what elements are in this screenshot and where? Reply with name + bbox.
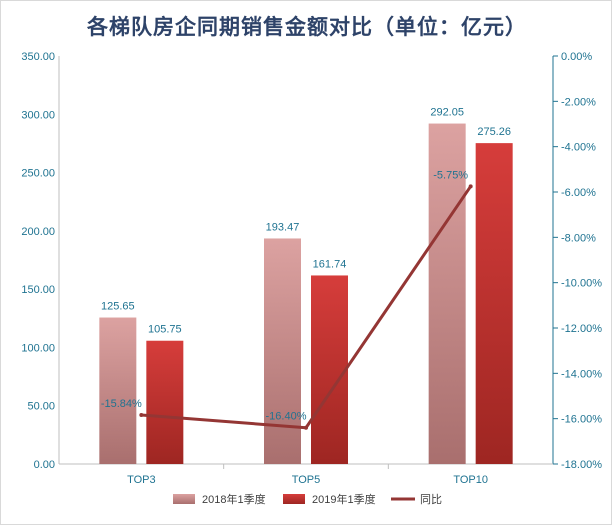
chart-title: 各梯队房企同期销售金额对比（单位：亿元） [87,14,527,39]
legend-label: 2018年1季度 [202,492,266,506]
y-left-tick-label: 200.00 [21,226,55,238]
legend-swatch [173,494,195,504]
yoy-data-label: -5.75% [433,169,468,181]
bar-data-label: 275.26 [477,126,511,138]
y-right-tick-label: -2.00% [561,96,596,108]
bar-2019-TOP10 [475,143,513,464]
x-tick-label: TOP3 [127,474,156,486]
bar-2019-TOP5 [311,275,348,464]
x-tick-label: TOP5 [292,474,321,486]
yoy-point [304,425,308,430]
y-right-tick-label: 0.00% [561,51,592,63]
legend-swatch [283,494,305,504]
y-left-tick-label: 50.00 [27,401,55,413]
bar-2019-TOP3 [146,340,184,464]
legend-label: 同比 [420,493,442,506]
y-right-tick-label: -6.00% [561,187,596,199]
y-left-tick-label: 350.00 [21,51,55,63]
y-right-tick-label: -18.00% [561,459,602,471]
legend-label: 2019年1季度 [312,492,376,506]
bar-2018-TOP5 [264,238,301,464]
y-right-tick-label: -8.00% [561,232,596,244]
y-right-tick-label: -16.00% [561,414,602,426]
y-left-tick-label: 300.00 [21,109,55,121]
yoy-data-label: -16.40% [266,411,307,423]
y-right-tick-label: -4.00% [561,142,596,154]
yoy-line [141,185,472,430]
bar-data-label: 193.47 [266,221,300,233]
y-left-tick-label: 150.00 [21,284,55,296]
bar-data-label: 125.65 [101,301,135,313]
y-left-tick-label: 0.00 [34,459,55,471]
y-left-tick-label: 250.00 [21,168,55,180]
bar-2018-TOP10 [428,123,466,464]
y-left-tick-label: 100.00 [21,342,55,354]
x-tick-label: TOP10 [453,474,488,486]
bar-data-label: 292.05 [430,107,464,119]
y-right-tick-label: -12.00% [561,323,602,335]
bar-data-label: 161.74 [313,258,347,270]
yoy-point [139,413,144,418]
yoy-data-label: -15.84% [101,398,142,410]
y-right-tick-label: -10.00% [561,278,602,290]
bar-data-label: 105.75 [148,324,182,336]
bar-2018-TOP3 [99,317,137,464]
y-right-tick-label: -14.00% [561,368,602,380]
yoy-point [468,184,473,189]
